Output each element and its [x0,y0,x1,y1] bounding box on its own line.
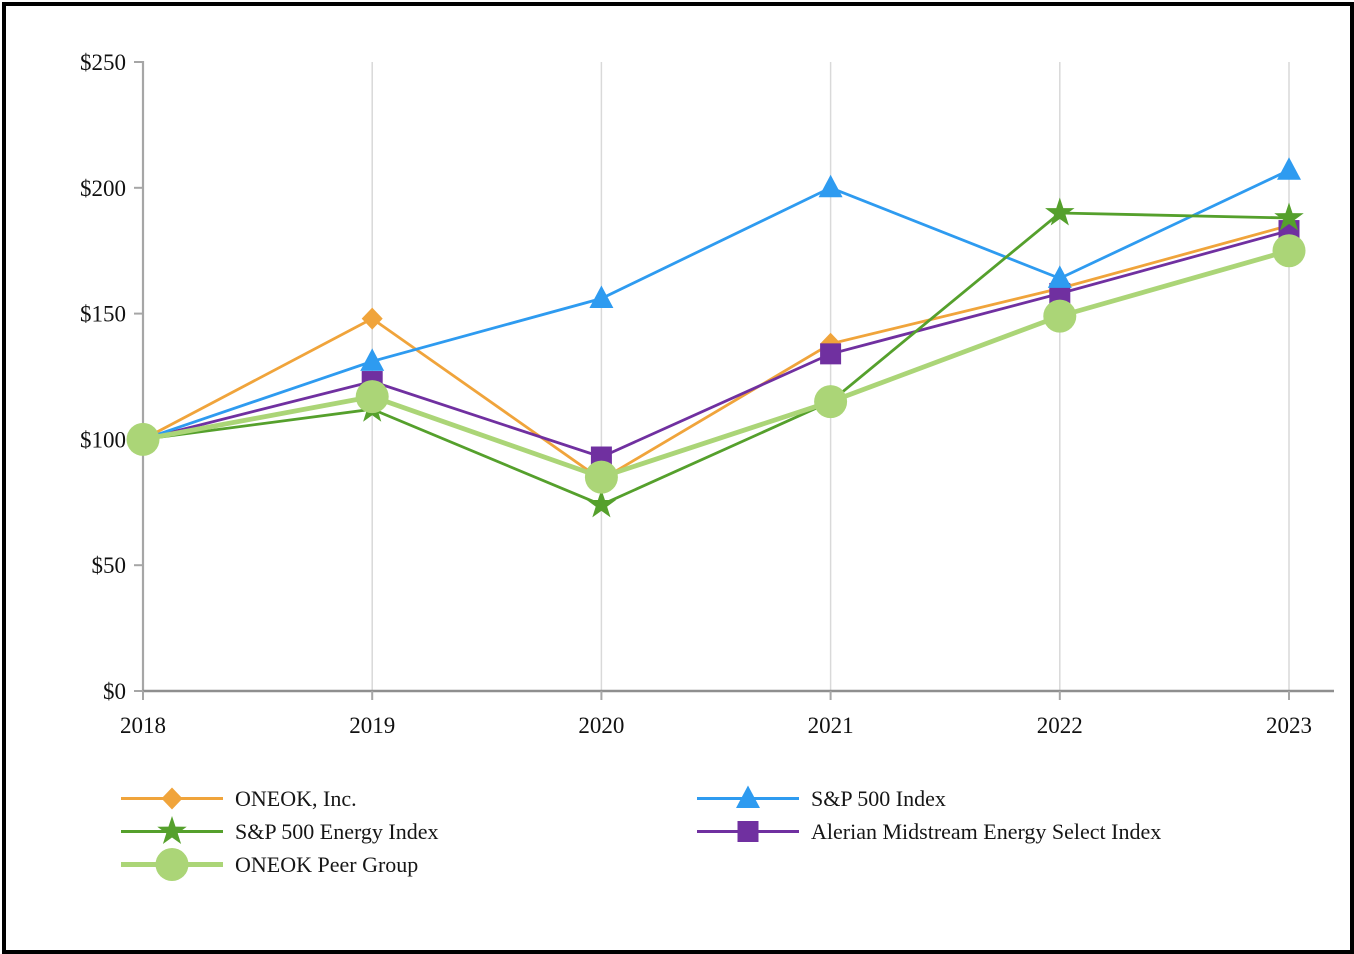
circle-marker [126,422,160,456]
series-alerian-midstream-energy-select-index [132,220,1300,468]
legend-column-right: S&P 500 Index Alerian Midstream Energy S… [696,782,1161,848]
series-line-alerian-midstream-energy-select-index [142,229,1290,459]
y-tick-label: $100 [80,427,126,452]
legend-square-icon [697,821,799,842]
y-tick-label: $250 [80,50,126,75]
triangle-marker [736,785,760,808]
legend-label-oneok: ONEOK, Inc. [235,786,357,811]
triangle-marker [818,174,843,198]
series-oneok-peer-group [126,234,1306,494]
legend-item-peer-group: ONEOK Peer Group [120,848,439,881]
series-oneok-inc [132,214,1300,491]
circle-marker [814,385,848,419]
series-line-s-p-500-energy-index [142,211,1290,507]
x-tick-label: 2021 [808,713,854,738]
legend-label-sp500-energy: S&P 500 Energy Index [235,819,439,844]
y-tick-label: $50 [92,553,127,578]
x-tick-label: 2022 [1037,713,1083,738]
star-marker [1274,202,1304,231]
circle-marker [155,848,189,881]
square-marker [1049,282,1071,304]
legend-item-sp500: S&P 500 Index [696,782,1161,815]
y-tick-label: $150 [80,302,126,327]
legend-circle-icon [121,848,223,881]
y-tick-label: $200 [80,176,126,201]
legend-label-sp500: S&P 500 Index [811,786,946,811]
diamond-marker [161,787,183,810]
x-tick-label: 2018 [120,713,166,738]
triangle-marker [1047,265,1072,288]
legend-column-left: ONEOK, Inc. S&P 500 Energy Index ONEOK P… [120,782,439,881]
legend-item-alerian: Alerian Midstream Energy Select Index [696,815,1161,848]
triangle-marker [360,348,385,371]
triangle-marker [589,285,614,309]
x-tick-label: 2020 [578,713,624,738]
series-line-oneok-inc [142,224,1290,482]
diamond-marker [361,307,383,330]
legend-label-alerian: Alerian Midstream Energy Select Index [811,819,1162,844]
circle-marker [1043,299,1077,333]
circle-marker [1272,234,1306,268]
circle-marker [355,380,389,414]
x-tick-label: 2019 [349,713,395,738]
circle-marker [584,460,618,494]
legend-item-sp500-energy: S&P 500 Energy Index [120,815,439,848]
square-marker [820,343,842,365]
star-marker [1045,197,1075,226]
star-marker [157,816,187,845]
series-line-s-p-500-index [142,168,1290,441]
legend-triangle-icon [697,785,799,808]
legend-label-peer-group: ONEOK Peer Group [235,852,419,877]
legend-diamond-icon [121,787,223,810]
legend-star-icon [121,816,223,845]
y-tick-label: $0 [103,679,126,704]
star-marker [586,489,617,518]
series-line-oneok-peer-group [142,248,1290,480]
x-tick-label: 2023 [1266,713,1312,738]
legend-item-oneok: ONEOK, Inc. [120,782,439,815]
square-marker [737,821,759,842]
triangle-marker [1277,157,1301,180]
